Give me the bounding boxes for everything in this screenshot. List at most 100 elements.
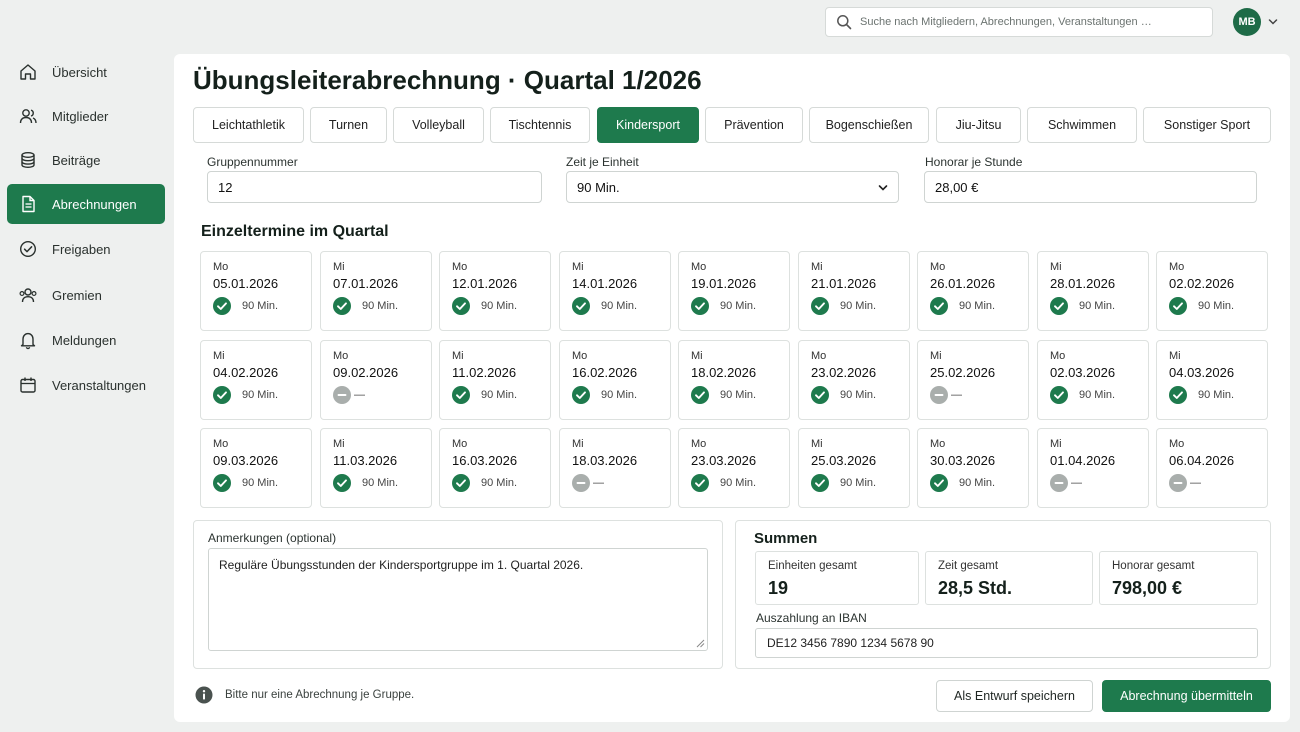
session-card[interactable]: Mo 16.02.2026 90 Min. bbox=[559, 340, 671, 420]
session-duration: 90 Min. bbox=[1198, 300, 1235, 312]
sidebar-item-mitglieder[interactable]: Mitglieder bbox=[7, 96, 165, 136]
search-input[interactable] bbox=[860, 16, 1190, 28]
hourly-rate-input[interactable] bbox=[935, 179, 1256, 195]
session-card[interactable]: Mi 01.04.2026 — bbox=[1037, 428, 1149, 508]
tab-kindersport[interactable]: Kindersport bbox=[597, 107, 699, 143]
sidebar-item-beitraege[interactable]: Beiträge bbox=[7, 140, 165, 180]
check-icon[interactable] bbox=[572, 386, 590, 404]
session-card[interactable]: Mo 23.02.2026 90 Min. bbox=[798, 340, 910, 420]
check-icon[interactable] bbox=[572, 297, 590, 315]
check-icon[interactable] bbox=[333, 297, 351, 315]
session-card[interactable]: Mi 25.02.2026 — bbox=[917, 340, 1029, 420]
group-number-field[interactable] bbox=[207, 171, 542, 203]
session-grid: Mo 05.01.2026 90 Min. Mi 07.01.2026 90 Min. Mo… bbox=[200, 251, 1270, 509]
tab-tischtennis[interactable]: Tischtennis bbox=[490, 107, 590, 143]
session-card[interactable]: Mo 30.03.2026 90 Min. bbox=[917, 428, 1029, 508]
sidebar-item-uebersicht[interactable]: Übersicht bbox=[7, 52, 165, 92]
check-icon[interactable] bbox=[1050, 297, 1068, 315]
iban-field[interactable] bbox=[755, 628, 1258, 658]
sidebar-item-freigaben[interactable]: Freigaben bbox=[7, 229, 165, 269]
check-icon[interactable] bbox=[930, 297, 948, 315]
sidebar-item-veranstaltungen[interactable]: Veranstaltungen bbox=[7, 365, 165, 405]
check-icon[interactable] bbox=[811, 474, 829, 492]
group-number-input[interactable] bbox=[218, 179, 541, 195]
session-card[interactable]: Mi 04.03.2026 90 Min. bbox=[1156, 340, 1268, 420]
minus-icon[interactable] bbox=[572, 474, 590, 492]
tab-schwimmen[interactable]: Schwimmen bbox=[1027, 107, 1137, 143]
session-weekday: Mo bbox=[691, 438, 707, 450]
tab-volleyball[interactable]: Volleyball bbox=[393, 107, 484, 143]
tab-bogenschiessen[interactable]: Bogenschießen bbox=[809, 107, 929, 143]
check-icon[interactable] bbox=[691, 297, 709, 315]
notes-textarea[interactable]: Reguläre Übungsstunden der Kindersportgr… bbox=[208, 548, 708, 651]
check-icon[interactable] bbox=[1169, 297, 1187, 315]
session-card[interactable]: Mi 28.01.2026 90 Min. bbox=[1037, 251, 1149, 331]
session-duration: — bbox=[951, 389, 962, 401]
avatar[interactable]: MB bbox=[1233, 8, 1261, 36]
session-duration: 90 Min. bbox=[959, 300, 996, 312]
save-draft-button[interactable]: Als Entwurf speichern bbox=[936, 680, 1093, 712]
top-bar: MB bbox=[0, 0, 1300, 44]
session-card[interactable]: Mo 23.03.2026 90 Min. bbox=[678, 428, 790, 508]
sidebar-item-gremien[interactable]: Gremien bbox=[7, 275, 165, 315]
check-icon[interactable] bbox=[213, 474, 231, 492]
session-card[interactable]: Mo 05.01.2026 90 Min. bbox=[200, 251, 312, 331]
session-weekday: Mo bbox=[572, 350, 588, 362]
resize-grip-icon[interactable] bbox=[696, 639, 705, 648]
check-icon[interactable] bbox=[691, 474, 709, 492]
session-duration: — bbox=[354, 389, 365, 401]
check-icon[interactable] bbox=[1169, 386, 1187, 404]
tab-sonstiger-sport[interactable]: Sonstiger Sport bbox=[1143, 107, 1271, 143]
check-icon[interactable] bbox=[930, 474, 948, 492]
check-icon[interactable] bbox=[452, 297, 470, 315]
session-date: 12.01.2026 bbox=[452, 276, 518, 291]
session-card[interactable]: Mo 02.02.2026 90 Min. bbox=[1156, 251, 1268, 331]
sidebar-item-meldungen[interactable]: Meldungen bbox=[7, 320, 165, 360]
minus-icon[interactable] bbox=[1169, 474, 1187, 492]
session-card[interactable]: Mo 12.01.2026 90 Min. bbox=[439, 251, 551, 331]
minus-icon[interactable] bbox=[333, 386, 351, 404]
chevron-down-icon[interactable] bbox=[1267, 16, 1279, 28]
session-card[interactable]: Mi 07.01.2026 90 Min. bbox=[320, 251, 432, 331]
session-card[interactable]: Mi 04.02.2026 90 Min. bbox=[200, 340, 312, 420]
minus-icon[interactable] bbox=[930, 386, 948, 404]
session-card[interactable]: Mi 25.03.2026 90 Min. bbox=[798, 428, 910, 508]
check-icon[interactable] bbox=[691, 386, 709, 404]
session-card[interactable]: Mo 09.02.2026 — bbox=[320, 340, 432, 420]
session-card[interactable]: Mi 21.01.2026 90 Min. bbox=[798, 251, 910, 331]
minus-icon[interactable] bbox=[1050, 474, 1068, 492]
info-icon bbox=[195, 686, 213, 704]
tab-jiu-jitsu[interactable]: Jiu-Jitsu bbox=[936, 107, 1021, 143]
session-card[interactable]: Mi 11.02.2026 90 Min. bbox=[439, 340, 551, 420]
session-card[interactable]: Mi 18.02.2026 90 Min. bbox=[678, 340, 790, 420]
tab-praevention[interactable]: Prävention bbox=[705, 107, 803, 143]
session-card[interactable]: Mi 14.01.2026 90 Min. bbox=[559, 251, 671, 331]
session-card[interactable]: Mo 19.01.2026 90 Min. bbox=[678, 251, 790, 331]
check-icon[interactable] bbox=[811, 297, 829, 315]
session-card[interactable]: Mi 11.03.2026 90 Min. bbox=[320, 428, 432, 508]
check-icon[interactable] bbox=[1050, 386, 1068, 404]
session-card[interactable]: Mo 26.01.2026 90 Min. bbox=[917, 251, 1029, 331]
check-icon[interactable] bbox=[213, 386, 231, 404]
session-card[interactable]: Mo 06.04.2026 — bbox=[1156, 428, 1268, 508]
session-card[interactable]: Mo 02.03.2026 90 Min. bbox=[1037, 340, 1149, 420]
session-weekday: Mi bbox=[452, 350, 464, 362]
check-icon[interactable] bbox=[452, 474, 470, 492]
submit-button[interactable]: Abrechnung übermitteln bbox=[1102, 680, 1271, 712]
session-card[interactable]: Mo 09.03.2026 90 Min. bbox=[200, 428, 312, 508]
session-card[interactable]: Mo 16.03.2026 90 Min. bbox=[439, 428, 551, 508]
check-icon[interactable] bbox=[213, 297, 231, 315]
tab-leichtathletik[interactable]: Leichtathletik bbox=[193, 107, 304, 143]
iban-input[interactable] bbox=[767, 636, 1257, 650]
check-icon[interactable] bbox=[333, 474, 351, 492]
sidebar-item-abrechnungen[interactable]: Abrechnungen bbox=[7, 184, 165, 224]
check-icon[interactable] bbox=[452, 386, 470, 404]
session-card[interactable]: Mi 18.03.2026 — bbox=[559, 428, 671, 508]
home-icon bbox=[20, 64, 36, 80]
search-box[interactable] bbox=[825, 7, 1213, 37]
session-duration: 90 Min. bbox=[840, 389, 877, 401]
tab-turnen[interactable]: Turnen bbox=[310, 107, 387, 143]
hourly-rate-field[interactable] bbox=[924, 171, 1257, 203]
check-icon[interactable] bbox=[811, 386, 829, 404]
time-per-unit-select[interactable]: 90 Min. bbox=[566, 171, 899, 203]
